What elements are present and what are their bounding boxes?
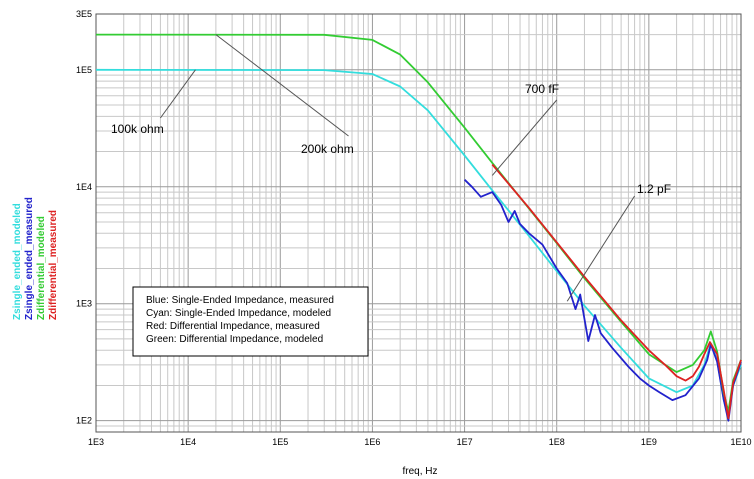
ylabel-zdifferential-measured: Zdifferential_measured [48, 210, 59, 320]
annotation-leader-line [160, 69, 196, 119]
x-tick-label: 1E3 [88, 437, 104, 447]
annotation-700ff: 700 fF [525, 82, 559, 96]
y-tick-label: 1E3 [76, 299, 92, 309]
x-tick-label: 1E9 [641, 437, 657, 447]
x-tick-label: 1E6 [364, 437, 380, 447]
annotation-100k-ohm: 100k ohm [111, 122, 164, 136]
annotation-200k-ohm: 200k ohm [301, 142, 354, 156]
ylabel-zsingle-ended-measured: Zsingle_ended_measured [24, 197, 35, 320]
legend-line-cyan: Cyan: Single-Ended Impedance, modeled [146, 308, 331, 319]
y-tick-labels: 3E5 1E5 1E4 1E3 1E2 [76, 9, 92, 426]
y-tick-label: 3E5 [76, 9, 92, 19]
x-tick-label: 1E8 [549, 437, 565, 447]
legend-line-green: Green: Differential Impedance, modeled [146, 334, 323, 345]
x-tick-label: 1E4 [180, 437, 196, 447]
x-tick-labels: 1E3 1E4 1E5 1E6 1E7 1E8 1E9 1E10 [88, 437, 752, 447]
legend-line-red: Red: Differential Impedance, measured [146, 321, 320, 332]
y-tick-label: 1E5 [76, 65, 92, 75]
legend-box: Blue: Single-Ended Impedance, measured C… [132, 286, 369, 357]
ylabel-zsingle-ended-modeled: Zsingle_ended_modeled [12, 203, 23, 320]
annotation-leader-line [215, 34, 349, 137]
x-tick-label: 1E10 [730, 437, 751, 447]
annotations: 100k ohm 200k ohm 700 fF 1.2 pF [111, 82, 671, 196]
annotation-1-2pf: 1.2 pF [637, 182, 671, 196]
y-tick-label: 1E4 [76, 182, 92, 192]
chart-grid [95, 13, 741, 433]
series-line-zsingle-ended-measured [463, 179, 742, 422]
x-tick-label: 1E7 [457, 437, 473, 447]
annotation-leader-line [491, 99, 558, 176]
y-tick-label: 1E2 [76, 416, 92, 426]
x-tick-label: 1E5 [272, 437, 288, 447]
annotation-leader-line [566, 195, 636, 302]
x-axis-label: freq, Hz [402, 466, 437, 477]
annotation-lines [160, 34, 636, 302]
plot-frame [95, 13, 742, 433]
y-axis-series-labels: Zsingle_ended_modeled Zsingle_ended_meas… [12, 197, 59, 320]
legend-line-blue: Blue: Single-Ended Impedance, measured [146, 295, 334, 306]
ylabel-zdifferential-modeled: Zdifferential_modeled [36, 216, 47, 320]
series-line-zdifferential-measured [491, 163, 742, 420]
chart-series [95, 33, 742, 422]
